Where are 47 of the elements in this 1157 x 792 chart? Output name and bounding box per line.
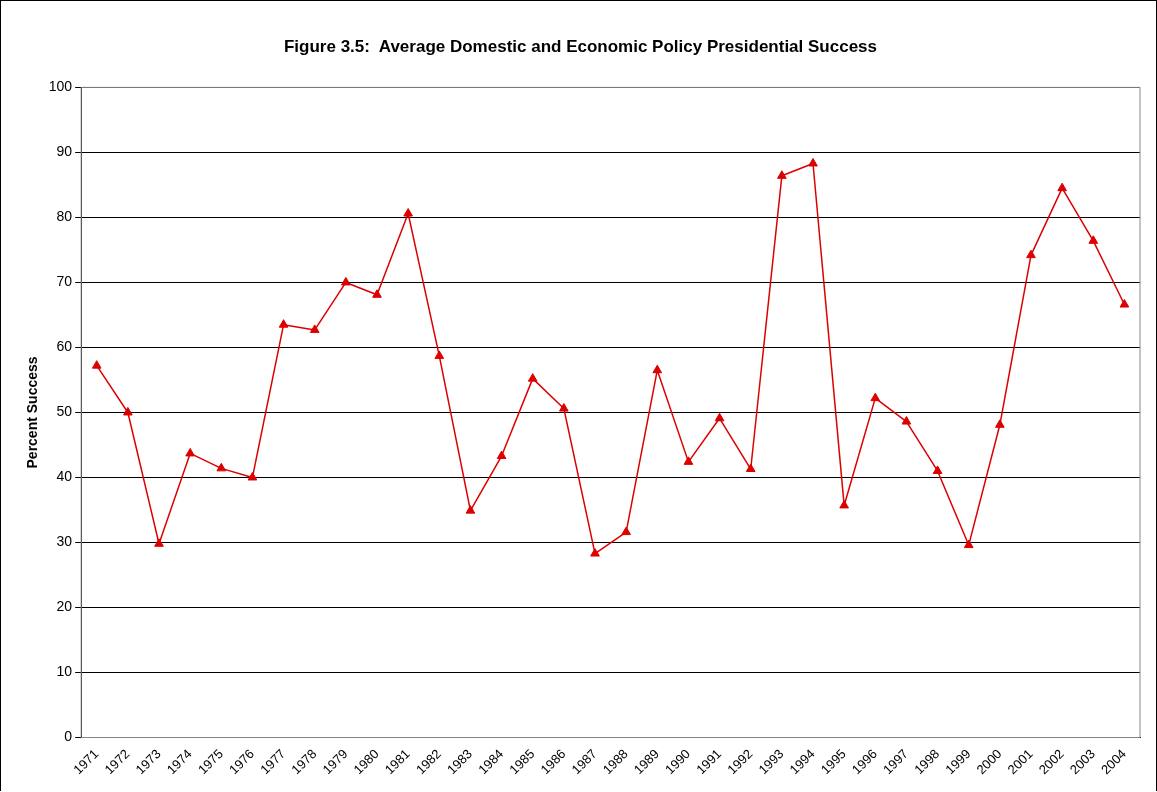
y-tick-label: 30: [56, 533, 73, 550]
point: [808, 157, 818, 167]
chart-title: Figure 3.5: Average Domestic and Economic Policy Presidential Success: [283, 36, 878, 56]
point: [403, 208, 413, 217]
y-tick-label: 70: [56, 273, 73, 290]
y-tick-label: 0: [64, 728, 73, 745]
y-tick-label: 40: [56, 468, 73, 485]
point: [465, 505, 476, 514]
point: [621, 526, 631, 536]
point: [652, 364, 663, 374]
point: [247, 471, 258, 481]
point: [341, 276, 351, 286]
point: [1057, 182, 1067, 192]
point: [745, 463, 756, 473]
point: [123, 406, 133, 416]
point: [372, 289, 382, 298]
point: [278, 319, 289, 328]
point: [777, 170, 787, 179]
point: [932, 465, 943, 474]
y-tick-label: 50: [56, 403, 73, 420]
point: [559, 403, 569, 412]
point: [434, 350, 445, 359]
point: [1026, 249, 1036, 259]
y-tick-label: 90: [56, 143, 73, 160]
y-axis-title: Percent Success: [24, 356, 41, 469]
point: [154, 538, 164, 547]
point: [185, 447, 195, 457]
y-tick-label: 10: [56, 663, 73, 680]
y-tick-label: 100: [48, 78, 73, 95]
point: [309, 324, 320, 333]
point: [590, 548, 600, 557]
point: [1088, 235, 1099, 244]
point: [995, 419, 1005, 428]
point: [1119, 299, 1130, 308]
y-tick-label: 20: [56, 598, 73, 615]
point: [963, 539, 974, 549]
point: [683, 456, 694, 465]
point: [839, 499, 849, 509]
point: [714, 412, 725, 422]
point: [870, 392, 881, 402]
y-tick-label: 80: [56, 208, 73, 225]
point: [527, 373, 538, 382]
point: [91, 360, 102, 369]
point: [216, 462, 227, 472]
point: [496, 450, 507, 460]
y-tick-label: 60: [56, 338, 73, 355]
point: [901, 416, 912, 425]
